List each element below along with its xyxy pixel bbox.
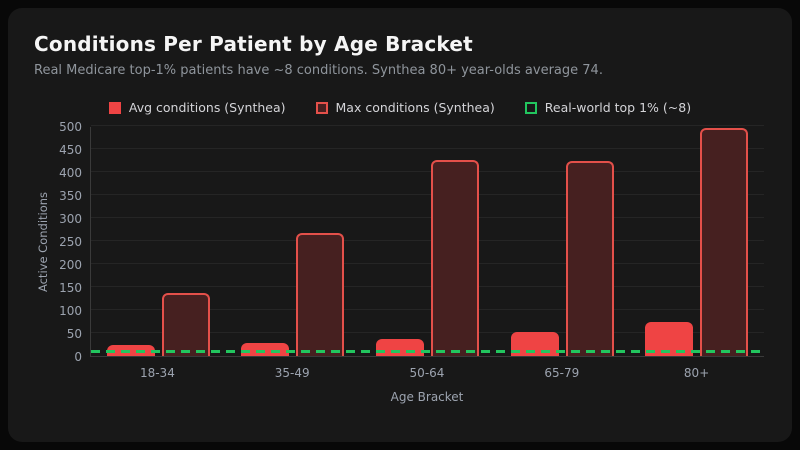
y-axis-ticks: 0 50 100 150 200 250 300 350 400 450 500: [52, 120, 90, 364]
legend-item-avg-conditions[interactable]: Avg conditions (Synthea): [108, 100, 286, 115]
bar-group-50-64: [360, 127, 495, 356]
y-tick-label: 350: [59, 189, 82, 203]
x-tick-label: 18-34: [139, 366, 175, 380]
bar-groups: [91, 127, 764, 356]
reference-line: [91, 350, 764, 354]
reference-line-swatch-icon: [524, 101, 537, 114]
plot-area: [90, 125, 764, 357]
y-tick-label: 500: [59, 120, 82, 134]
avg-series-swatch-icon: [108, 101, 121, 114]
bar-group-18-34: [91, 127, 226, 356]
chart-area: Active Conditions 0 50 100 150 200 250 300 350 4…: [34, 120, 766, 404]
max-series-swatch-icon: [315, 101, 328, 114]
x-axis-title: Age Bracket: [390, 390, 464, 404]
bar-group-65-79: [495, 127, 630, 356]
gridline: [91, 286, 764, 287]
y-tick-label: 300: [59, 212, 82, 226]
chart-card: Conditions Per Patient by Age Bracket Re…: [8, 8, 792, 442]
legend-label-avg: Avg conditions (Synthea): [128, 100, 286, 115]
legend-item-max-conditions[interactable]: Max conditions (Synthea): [315, 100, 495, 115]
legend-label-max: Max conditions (Synthea): [335, 100, 495, 115]
chart-legend: Avg conditions (Synthea) Max conditions …: [34, 100, 766, 115]
max-bar-18-34[interactable]: [161, 292, 210, 356]
plot-column: 18-34 35-49 50-64 65-79 80+ Age Bracket: [90, 125, 764, 404]
y-tick-label: 50: [66, 327, 82, 341]
max-bar-35-49[interactable]: [296, 233, 345, 356]
gridline: [91, 263, 764, 264]
y-tick-label: 400: [59, 166, 82, 180]
x-tick-label: 65-79: [544, 366, 580, 380]
chart-title: Conditions Per Patient by Age Bracket: [34, 32, 473, 56]
y-tick-label: 200: [59, 258, 82, 272]
y-tick-label: 100: [59, 304, 82, 318]
y-axis-title-wrap: Active Conditions: [34, 127, 52, 357]
avg-bar-50-64[interactable]: [375, 338, 424, 356]
max-bar-65-79[interactable]: [565, 160, 614, 356]
y-tick-label: 450: [59, 143, 82, 157]
x-axis-ticks: 18-34 35-49 50-64 65-79 80+: [90, 366, 764, 380]
legend-item-reference-line[interactable]: Real-world top 1% (~8): [524, 100, 692, 115]
max-bar-80+[interactable]: [700, 128, 749, 356]
gridline: [91, 332, 764, 333]
gridline: [91, 217, 764, 218]
bar-group-80+: [629, 127, 764, 356]
gridline: [91, 148, 764, 149]
y-tick-label: 0: [74, 350, 82, 364]
x-tick-label: 80+: [683, 366, 710, 380]
x-tick-label: 50-64: [409, 366, 445, 380]
gridline: [91, 194, 764, 195]
y-axis-title: Active Conditions: [36, 191, 50, 293]
gridline: [91, 125, 764, 126]
chart-subtitle: Real Medicare top-1% patients have ~8 co…: [34, 63, 603, 78]
bar-group-35-49: [226, 127, 361, 356]
gridline: [91, 309, 764, 310]
gridline: [91, 171, 764, 172]
legend-label-reference: Real-world top 1% (~8): [544, 100, 692, 115]
gridline: [91, 240, 764, 241]
y-tick-label: 150: [59, 281, 82, 295]
y-tick-label: 250: [59, 235, 82, 249]
x-tick-label: 35-49: [274, 366, 310, 380]
max-bar-50-64[interactable]: [430, 160, 479, 356]
